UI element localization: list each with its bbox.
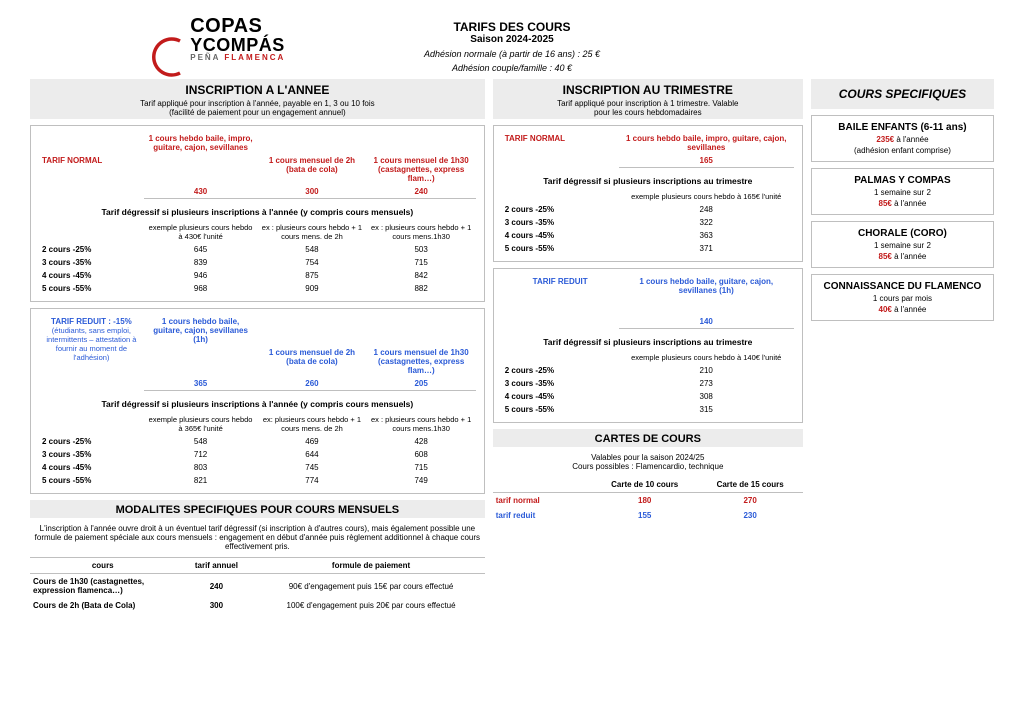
table-row: 4 cours -45%308 bbox=[502, 390, 794, 403]
cartes-header: CARTES DE COURS bbox=[493, 429, 803, 447]
trim-r-p1: 140 bbox=[619, 315, 794, 329]
trim-sub2: pour les cours hebdomadaires bbox=[495, 108, 801, 117]
col-annee: INSCRIPTION A L'ANNEE Tarif appliqué pou… bbox=[30, 79, 485, 613]
mod-col-c: formule de paiement bbox=[257, 558, 484, 574]
trim-n-p1: 165 bbox=[619, 154, 794, 168]
cartes-block: CARTES DE COURS Valables pour la saison … bbox=[493, 429, 803, 523]
table-row: 4 cours -45%803745715 bbox=[39, 461, 476, 474]
annee-n-ex1: exemple plusieurs cours hebdo à 430€ l'u… bbox=[144, 221, 258, 243]
table-row: 2 cours -25%645548503 bbox=[39, 243, 476, 256]
annee-header: INSCRIPTION A L'ANNEE Tarif appliqué pou… bbox=[30, 79, 485, 119]
trim-reduit-box: TARIF REDUIT 1 cours hebdo baile, guitar… bbox=[493, 268, 803, 423]
cartes-col-b: Carte de 10 cours bbox=[592, 477, 697, 493]
page: COPAS YCOMPÁS PEÑA FLAMENCA TARIFS DES C… bbox=[30, 20, 994, 613]
logo-line2: YCOMPÁS bbox=[190, 36, 285, 54]
trim-sub1: Tarif appliqué pour inscription à 1 trim… bbox=[495, 99, 801, 108]
annee-normal-box: 1 cours hebdo baile, impro, guitare, caj… bbox=[30, 125, 485, 302]
table-row: 5 cours -55%968909882 bbox=[39, 282, 476, 295]
trim-n-h1: 1 cours hebdo baile, impro, guitare, caj… bbox=[619, 132, 794, 154]
table-row: tarif reduit155230 bbox=[493, 508, 803, 523]
annee-n-p2: 300 bbox=[257, 185, 366, 199]
annee-r-ex1: exemple plusieurs cours hebdo à 365€ l'u… bbox=[144, 413, 258, 435]
annee-n-p1: 430 bbox=[144, 185, 258, 199]
specific-box: CHORALE (CORO)1 semaine sur 285€ à l'ann… bbox=[811, 221, 994, 268]
annee-n-rowlbl: TARIF NORMAL bbox=[39, 154, 144, 185]
annee-r-p3: 205 bbox=[367, 377, 476, 391]
table-row: 5 cours -55%371 bbox=[502, 242, 794, 255]
col-trimestre: INSCRIPTION AU TRIMESTRE Tarif appliqué … bbox=[493, 79, 803, 613]
specific-box: PALMAS Y COMPAS1 semaine sur 285€ à l'an… bbox=[811, 168, 994, 215]
annee-r-h2: 1 cours mensuel de 2h (bata de cola) bbox=[257, 346, 366, 377]
table-row: 2 cours -25%248 bbox=[502, 203, 794, 216]
table-row: Cours de 2h (Bata de Cola)300100€ d'enga… bbox=[30, 598, 485, 613]
cartes-col-a bbox=[493, 477, 592, 493]
table-row: 4 cours -45%946875842 bbox=[39, 269, 476, 282]
table-row: 3 cours -35%839754715 bbox=[39, 256, 476, 269]
table-row: 5 cours -55%821774749 bbox=[39, 474, 476, 487]
annee-sub1: Tarif appliqué pour inscription à l'anné… bbox=[32, 99, 483, 108]
table-row: 2 cours -25%548469428 bbox=[39, 435, 476, 448]
modalites-text: L'inscription à l'année ouvre droit à un… bbox=[30, 524, 485, 551]
annee-n-rows: 2 cours -25%6455485033 cours -35%8397547… bbox=[39, 243, 476, 295]
mod-col-a: cours bbox=[30, 558, 176, 574]
annee-n-h1: 1 cours hebdo baile, impro, guitare, caj… bbox=[144, 132, 258, 154]
logo-arc-icon bbox=[150, 35, 188, 81]
col-specific: COURS SPECIFIQUES BAILE ENFANTS (6-11 an… bbox=[811, 79, 994, 613]
table-row: 4 cours -45%363 bbox=[502, 229, 794, 242]
modalites-table: cours tarif annuel formule de paiement C… bbox=[30, 557, 485, 613]
trim-r-h1: 1 cours hebdo baile, guitare, cajon, sev… bbox=[619, 275, 794, 297]
logo-line3: PEÑA FLAMENCA bbox=[190, 54, 285, 62]
trim-n-degr: Tarif dégressif si plusieurs inscription… bbox=[502, 176, 794, 186]
annee-sub2: (facilité de paiement pour un engagement… bbox=[32, 108, 483, 117]
logo: COPAS YCOMPÁS PEÑA FLAMENCA bbox=[150, 16, 285, 81]
table-row: 3 cours -35%322 bbox=[502, 216, 794, 229]
modalites-block: MODALITES SPECIFIQUES POUR COURS MENSUEL… bbox=[30, 500, 485, 613]
table-row: Cours de 1h30 (castagnettes, expression … bbox=[30, 574, 485, 599]
trim-n-rowlbl: TARIF NORMAL bbox=[502, 132, 619, 154]
trim-r-ex1: exemple plusieurs cours hebdo à 140€ l'u… bbox=[619, 351, 794, 364]
annee-n-h2: 1 cours mensuel de 2h (bata de cola) bbox=[257, 154, 366, 185]
trim-n-ex1: exemple plusieurs cours hebdo à 165€ l'u… bbox=[619, 190, 794, 203]
trim-header: INSCRIPTION AU TRIMESTRE Tarif appliqué … bbox=[493, 79, 803, 119]
annee-r-rowlbl: TARIF REDUIT : -15% bbox=[42, 317, 141, 326]
annee-r-rowlbl2: (étudiants, sans emploi, intermittents –… bbox=[42, 326, 141, 362]
modalites-header: MODALITES SPECIFIQUES POUR COURS MENSUEL… bbox=[30, 500, 485, 518]
table-row: 2 cours -25%210 bbox=[502, 364, 794, 377]
annee-title: INSCRIPTION A L'ANNEE bbox=[32, 83, 483, 97]
logo-line1: COPAS bbox=[190, 16, 285, 36]
annee-r-h1: 1 cours hebdo baile, guitare, cajon, sev… bbox=[144, 315, 258, 346]
cartes-col-c: Carte de 15 cours bbox=[697, 477, 802, 493]
specific-header: COURS SPECIFIQUES bbox=[811, 79, 994, 109]
specific-box: BAILE ENFANTS (6-11 ans)235€ à l'année(a… bbox=[811, 115, 994, 162]
table-row: 3 cours -35%273 bbox=[502, 377, 794, 390]
annee-n-degr: Tarif dégressif si plusieurs inscription… bbox=[39, 207, 476, 217]
mod-col-b: tarif annuel bbox=[176, 558, 258, 574]
annee-r-rows: 2 cours -25%5484694283 cours -35%7126446… bbox=[39, 435, 476, 487]
specific-box: CONNAISSANCE DU FLAMENCO1 cours par mois… bbox=[811, 274, 994, 321]
annee-r-degr: Tarif dégressif si plusieurs inscription… bbox=[39, 399, 476, 409]
annee-reduit-box: TARIF REDUIT : -15% (étudiants, sans emp… bbox=[30, 308, 485, 494]
modalites-title: MODALITES SPECIFIQUES POUR COURS MENSUEL… bbox=[32, 504, 483, 516]
trim-title: INSCRIPTION AU TRIMESTRE bbox=[495, 83, 801, 97]
annee-r-ex3: ex : plusieurs cours hebdo + 1 cours men… bbox=[367, 413, 476, 435]
trim-r-degr: Tarif dégressif si plusieurs inscription… bbox=[502, 337, 794, 347]
annee-r-h3: 1 cours mensuel de 1h30 (castagnettes, e… bbox=[367, 346, 476, 377]
annee-n-ex2: ex : plusieurs cours hebdo + 1 cours men… bbox=[257, 221, 366, 243]
trim-r-rowlbl: TARIF REDUIT bbox=[505, 277, 616, 286]
cartes-title: CARTES DE COURS bbox=[495, 433, 801, 445]
annee-r-ex2: ex: plusieurs cours hebdo + 1 cours mens… bbox=[257, 413, 366, 435]
annee-r-p2: 260 bbox=[257, 377, 366, 391]
header: COPAS YCOMPÁS PEÑA FLAMENCA TARIFS DES C… bbox=[30, 20, 994, 73]
annee-r-p1: 365 bbox=[144, 377, 258, 391]
annee-n-ex3: ex : plusieurs cours hebdo + 1 cours men… bbox=[367, 221, 476, 243]
annee-n-p3: 240 bbox=[367, 185, 476, 199]
trim-normal-box: TARIF NORMAL 1 cours hebdo baile, impro,… bbox=[493, 125, 803, 262]
table-row: 3 cours -35%712644608 bbox=[39, 448, 476, 461]
cartes-table: Carte de 10 cours Carte de 15 cours tari… bbox=[493, 477, 803, 523]
cartes-sub: Valables pour la saison 2024/25 Cours po… bbox=[493, 453, 803, 471]
table-row: tarif normal180270 bbox=[493, 493, 803, 509]
annee-n-h3: 1 cours mensuel de 1h30 (castagnettes, e… bbox=[367, 154, 476, 185]
table-row: 5 cours -55%315 bbox=[502, 403, 794, 416]
